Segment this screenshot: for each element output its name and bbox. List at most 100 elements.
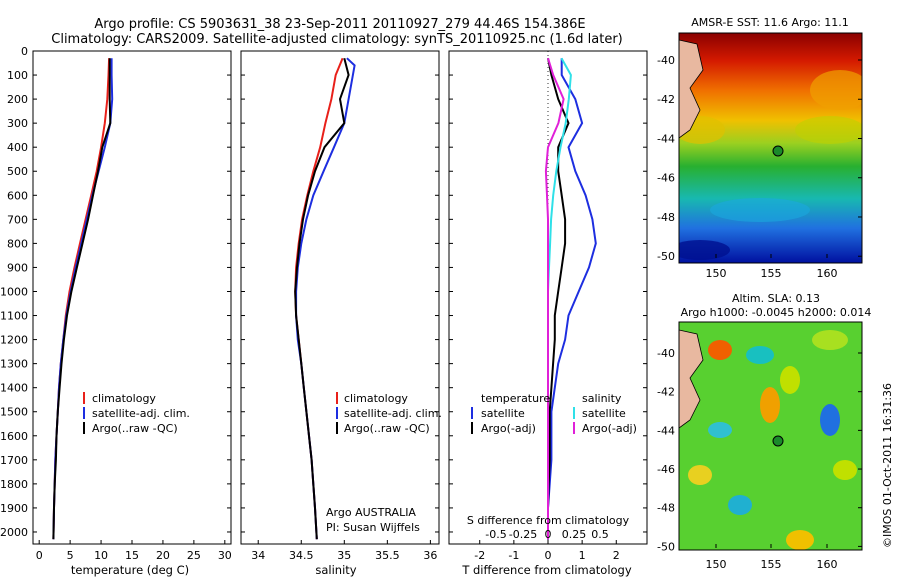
legend-satellite: satellite-adj. clim. xyxy=(92,407,190,420)
x-tick-label: 30 xyxy=(218,549,232,562)
s-tick-label: 0.5 xyxy=(591,528,609,541)
imos-stamp: ©IMOS 01-Oct-2011 16:31:36 xyxy=(881,383,894,548)
lat-tick-label: -48 xyxy=(657,502,675,515)
difference-yticks xyxy=(449,50,647,533)
legend-climatology: climatology xyxy=(92,392,156,405)
depth-tick-label: 200 xyxy=(7,93,28,106)
figure-title-line2: Climatology: CARS2009. Satellite-adjuste… xyxy=(51,32,623,47)
x-tick-label: 15 xyxy=(125,549,139,562)
temperature-xticks: 0 5 10 15 20 25 30 xyxy=(36,540,232,562)
salinity-axes-frame xyxy=(240,50,440,545)
series-line-climatology xyxy=(52,58,111,540)
pi-note: PI: Susan Wijffels xyxy=(326,521,420,534)
depth-tick-label: 1200 xyxy=(0,334,28,347)
lat-tick-label: -50 xyxy=(657,540,675,553)
depth-tick-label: 300 xyxy=(7,117,28,130)
legend-t-satellite: satellite xyxy=(481,407,525,420)
sla-title-line1: Altim. SLA: 0.13 xyxy=(732,292,820,305)
depth-tick-label: 1800 xyxy=(0,478,28,491)
depth-tick-label: 1600 xyxy=(0,430,28,443)
temperature-lines xyxy=(52,58,114,540)
sla-blotch-3 xyxy=(812,330,848,350)
series-line-temperature-argo-adj- xyxy=(547,58,570,540)
depth-tick-label: 2000 xyxy=(0,526,28,539)
sst-lat-ticks: -40 -42 -44 -46 -48 -50 xyxy=(657,54,862,263)
legend-salinity-title: salinity xyxy=(582,392,622,405)
lat-tick-label: -42 xyxy=(657,93,675,106)
series-line-satellite-adj-clim- xyxy=(295,57,356,540)
sla-blotch-6 xyxy=(820,404,840,436)
lon-tick-label: 155 xyxy=(761,558,782,571)
x-tick-label: 36 xyxy=(423,549,437,562)
sst-blotch-5 xyxy=(679,240,730,260)
x-tick-label: 10 xyxy=(94,549,108,562)
figure-title-line1: Argo profile: CS 5903631_38 23-Sep-2011 … xyxy=(94,17,585,32)
depth-tick-label: 700 xyxy=(7,213,28,226)
sla-blotch-5 xyxy=(760,387,780,423)
depth-tick-label: 1900 xyxy=(0,502,28,515)
legend-satellite: satellite-adj. clim. xyxy=(344,407,442,420)
difference-legend: temperature satellite Argo(-adj) salinit… xyxy=(471,392,637,435)
sla-blotch-10 xyxy=(786,530,814,550)
x-tick-label: 25 xyxy=(187,549,201,562)
x-tick-label: 20 xyxy=(156,549,170,562)
s-difference-ticks: -0.5 -0.25 0 0.25 0.5 xyxy=(485,528,608,541)
x-tick-label: -1 xyxy=(508,549,519,562)
x-tick-label: 0 xyxy=(545,549,552,562)
sst-blotch-1 xyxy=(810,70,862,110)
x-tick-label: 34.5 xyxy=(289,549,314,562)
sst-lon-ticks: 150 155 160 xyxy=(706,254,838,280)
x-tick-label: 2 xyxy=(613,549,620,562)
t-difference-xlabel: T difference from climatology xyxy=(461,563,632,577)
x-tick-label: 0 xyxy=(36,549,43,562)
lat-tick-label: -42 xyxy=(657,386,675,399)
depth-tick-label: 1100 xyxy=(0,310,28,323)
lat-tick-label: -44 xyxy=(657,132,675,145)
salinity-xlabel: salinity xyxy=(315,563,356,577)
x-tick-label: -2 xyxy=(474,549,485,562)
lat-tick-label: -46 xyxy=(657,463,675,476)
depth-tick-label: 1000 xyxy=(0,285,28,298)
x-tick-label: 35.5 xyxy=(375,549,400,562)
sst-map-frame xyxy=(678,32,863,264)
legend-s-satellite: satellite xyxy=(582,407,626,420)
temperature-axes-frame xyxy=(32,50,232,545)
depth-tick-label: 500 xyxy=(7,165,28,178)
legend-t-argo: Argo(-adj) xyxy=(481,422,536,435)
depth-tick-label: 1700 xyxy=(0,454,28,467)
series-line-argo-raw-qc- xyxy=(52,58,112,540)
sla-blotch-7 xyxy=(708,422,732,438)
sla-blotch-9 xyxy=(728,495,752,515)
lat-tick-label: -50 xyxy=(657,250,675,263)
s-tick-label: -0.25 xyxy=(509,528,537,541)
sst-blotch-3 xyxy=(795,116,862,144)
depth-tick-label: 100 xyxy=(7,69,28,82)
lat-tick-label: -46 xyxy=(657,172,675,185)
depth-tick-label: 800 xyxy=(7,237,28,250)
series-line-argo-raw-qc- xyxy=(294,57,350,540)
sst-field xyxy=(679,33,862,263)
lon-tick-label: 160 xyxy=(817,558,838,571)
s-tick-label: -0.5 xyxy=(485,528,506,541)
x-tick-label: 5 xyxy=(67,549,74,562)
legend-argo: Argo(..raw -QC) xyxy=(344,422,430,435)
lat-tick-label: -40 xyxy=(657,347,675,360)
sla-lat-ticks: -40 -42 -44 -46 -48 -50 xyxy=(657,347,862,553)
sla-blotches xyxy=(679,329,857,550)
sst-blotch-4 xyxy=(710,198,810,222)
series-line-salinity-argo-adj- xyxy=(544,57,565,540)
salinity-lines xyxy=(294,57,356,540)
tasmania-coast xyxy=(679,39,704,139)
depth-tick-label: 600 xyxy=(7,189,28,202)
lat-tick-label: -48 xyxy=(657,211,675,224)
temperature-panel: 0100200300400500600700800900100011001200… xyxy=(0,45,232,577)
series-line-temperature-satellite xyxy=(547,58,597,540)
x-tick-label: 34 xyxy=(251,549,265,562)
lon-tick-label: 150 xyxy=(706,267,727,280)
lon-tick-label: 155 xyxy=(761,267,782,280)
depth-axis-labels: 0 100 200 300 400 500 600 700 800 900 1000 1100 1200… xyxy=(0,45,231,539)
salinity-yticks xyxy=(241,50,439,533)
temperature-legend: climatology satellite-adj. clim. Argo(..… xyxy=(83,392,190,435)
depth-tick-label: 1400 xyxy=(0,382,28,395)
